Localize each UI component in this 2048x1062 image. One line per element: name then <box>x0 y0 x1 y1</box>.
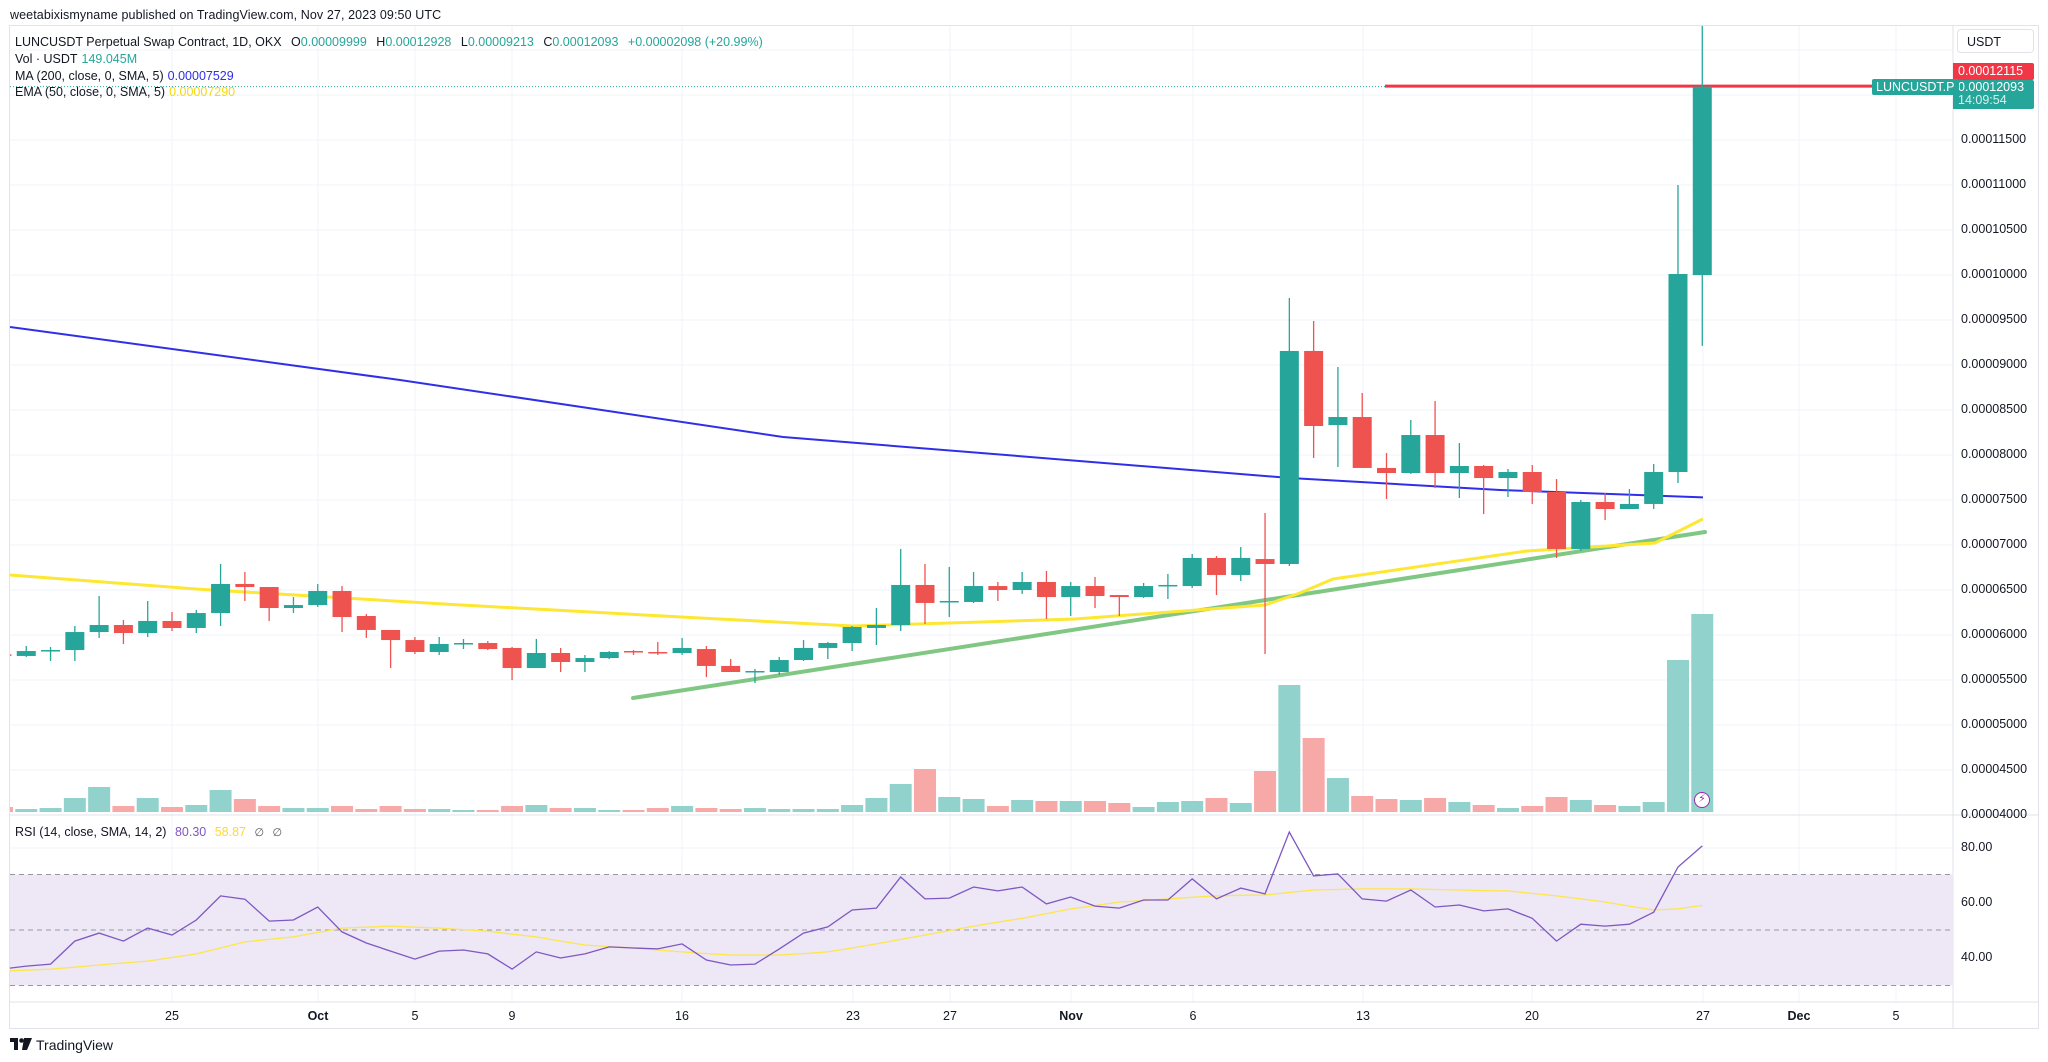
date-label: 5 <box>411 1009 419 1023</box>
lightning-event-icon[interactable]: ⚡ <box>1694 792 1710 808</box>
date-label: 27 <box>943 1009 957 1023</box>
rsi-value: 80.30 <box>174 825 207 839</box>
bar-countdown: 14:09:54 <box>1958 93 2007 107</box>
price-label: 0.00011500 <box>1961 132 2027 146</box>
rsi-axis-label: 80.00 <box>1961 840 1993 854</box>
high-label: H <box>376 35 386 49</box>
rsi-axis-label: 40.00 <box>1961 950 1993 964</box>
date-label: 5 <box>1892 1009 1900 1023</box>
grid <box>10 26 1953 1002</box>
rsi-sma-value: 58.87 <box>214 825 246 839</box>
change-value: +0.00002098 (+20.99%) <box>627 35 763 49</box>
price-label: 0.00005000 <box>1961 717 2028 731</box>
date-label: 25 <box>165 1009 179 1023</box>
publish-info: weetabixismyname published on TradingVie… <box>10 8 442 22</box>
date-label: 16 <box>675 1009 689 1023</box>
ma-label: MA (200, close, 0, SMA, 5) <box>15 69 164 83</box>
rsi-axis-label: 60.00 <box>1961 895 1993 909</box>
date-label: Dec <box>1787 1009 1811 1023</box>
price-label: 0.00007000 <box>1961 537 2028 551</box>
price-label: 0.00008500 <box>1961 402 2028 416</box>
null-icon: ∅ <box>254 827 265 839</box>
volume-label: Vol · USDT <box>15 52 78 66</box>
date-label: Nov <box>1059 1009 1083 1023</box>
price-label: 0.00011000 <box>1961 177 2027 191</box>
rsi-line <box>10 830 1703 970</box>
volume-legend[interactable]: Vol · USDT 149.045M <box>15 52 137 66</box>
chart-frame <box>9 25 2039 1029</box>
price-label: 0.00010500 <box>1961 222 2028 236</box>
symbol-price-tag: LUNCUSDT.P <box>1872 79 1959 95</box>
rsi-label: RSI (14, close, SMA, 14, 2) <box>15 825 167 839</box>
rsi-legend[interactable]: RSI (14, close, SMA, 14, 2) 80.30 58.87 … <box>15 825 282 839</box>
date-label: 13 <box>1356 1009 1370 1023</box>
date-label: 23 <box>846 1009 860 1023</box>
last-price: 0.00012093 <box>1958 80 2025 94</box>
trendline <box>631 530 1707 700</box>
price-label: 0.00007500 <box>1961 492 2028 506</box>
date-label: 6 <box>1189 1009 1197 1023</box>
symbol-legend: LUNCUSDT Perpetual Swap Contract, 1D, OK… <box>15 35 763 49</box>
price-label: 0.00005500 <box>1961 672 2028 686</box>
price-label: 0.00004000 <box>1961 807 2028 821</box>
close-value: 0.00012093 <box>552 35 619 49</box>
price-label: 0.00006500 <box>1961 582 2028 596</box>
low-label: L <box>460 35 468 49</box>
price-label: 0.00009000 <box>1961 357 2028 371</box>
price-label: 0.00004500 <box>1961 762 2028 776</box>
null-icon: ∅ <box>272 827 283 839</box>
ema-value: 0.00007290 <box>169 85 236 99</box>
volume-bars <box>10 614 1714 812</box>
price-label: 0.00008000 <box>1961 447 2028 461</box>
date-label: 9 <box>508 1009 516 1023</box>
tv-logo-icon <box>10 1037 32 1053</box>
alert-price-tag: 0.00012115 <box>1953 63 2034 80</box>
candles <box>10 26 1712 683</box>
low-value: 0.00009213 <box>467 35 534 49</box>
symbol-title[interactable]: LUNCUSDT Perpetual Swap Contract, 1D, OK… <box>15 35 282 49</box>
open-value: 0.00009999 <box>300 35 367 49</box>
volume-value: 149.045M <box>81 52 138 66</box>
ma200-line <box>10 326 1704 499</box>
close-label: C <box>543 35 553 49</box>
price-label: 0.00006000 <box>1961 627 2028 641</box>
date-label: 27 <box>1696 1009 1710 1023</box>
tradingview-logo[interactable]: TradingView <box>10 1037 113 1053</box>
ma-value: 0.00007529 <box>167 69 234 83</box>
brand-name: TradingView <box>36 1037 114 1053</box>
rsi-sma-line <box>10 888 1703 972</box>
date-label: Oct <box>307 1009 329 1023</box>
open-label: O <box>291 35 301 49</box>
ema-label: EMA (50, close, 0, SMA, 5) <box>15 85 166 99</box>
currency-selector[interactable]: USDT <box>1957 29 2034 53</box>
date-label: 20 <box>1525 1009 1539 1023</box>
price-label: 0.00010000 <box>1961 267 2028 281</box>
price-label: 0.00009500 <box>1961 312 2028 326</box>
ma-legend[interactable]: MA (200, close, 0, SMA, 5) 0.00007529 <box>15 69 234 83</box>
ema-legend[interactable]: EMA (50, close, 0, SMA, 5) 0.00007290 <box>15 85 235 99</box>
high-value: 0.00012928 <box>385 35 452 49</box>
last-price-tag: 0.00012093 14:09:54 <box>1953 80 2034 109</box>
